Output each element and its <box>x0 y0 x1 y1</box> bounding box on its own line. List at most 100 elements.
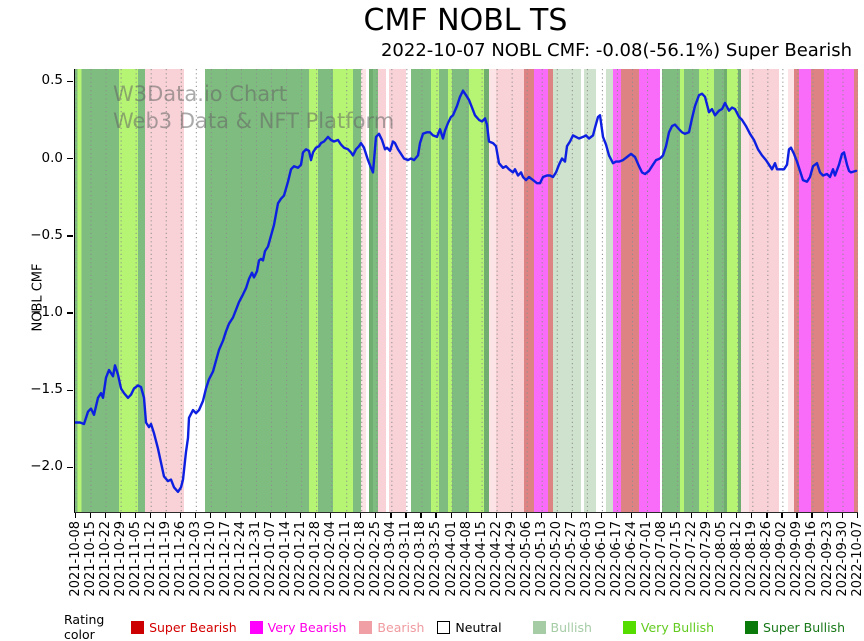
x-tick-label: 2022-03-18 <box>413 521 429 597</box>
x-tick-label: 2022-09-16 <box>804 521 820 597</box>
x-tick-mark <box>751 513 753 518</box>
plot-area: W3Data.io Chart Web3 Data & NFT Platform <box>74 69 858 513</box>
x-tick-mark <box>796 513 798 518</box>
legend-swatch-super-bullish <box>745 620 759 634</box>
y-tick-label: −1.5 <box>30 381 63 398</box>
x-tick-mark <box>600 513 603 518</box>
x-tick-label: 2022-03-25 <box>428 521 444 597</box>
x-tick-label: 2022-08-19 <box>744 521 760 597</box>
rating-band-super-bullish <box>318 69 333 512</box>
x-tick-mark <box>390 513 392 518</box>
x-tick-label: 2022-09-23 <box>819 521 835 597</box>
x-tick-label: 2022-08-26 <box>759 521 775 597</box>
rating-band-very-bullish <box>448 69 452 512</box>
chart-subtitle: 2022-10-07 NOBL CMF: -0.08(-56.1%) Super… <box>380 40 852 61</box>
x-tick-mark <box>585 513 588 518</box>
rating-band-super-bullish <box>373 69 378 512</box>
x-tick-label: 2022-01-07 <box>263 521 279 597</box>
legend-title: Rating color <box>64 612 105 641</box>
x-tick-label: 2022-02-18 <box>353 521 369 597</box>
x-tick-label: 2021-11-19 <box>157 521 173 597</box>
legend-swatch-neutral <box>437 620 451 634</box>
x-tick-mark <box>89 513 91 518</box>
legend-item-neutral: Neutral <box>437 619 502 635</box>
rating-band-super-bullish <box>81 69 119 512</box>
legend-item-very-bullish: Very Bullish <box>622 619 715 635</box>
x-tick-mark <box>495 513 497 518</box>
x-tick-label: 2022-05-06 <box>518 521 534 597</box>
x-tick-label: 2022-02-11 <box>338 521 354 597</box>
rating-band-bullish <box>553 69 581 512</box>
x-tick-label: 2022-04-29 <box>503 521 519 597</box>
x-tick-mark <box>480 513 482 518</box>
x-tick-label: 2022-05-27 <box>563 521 579 597</box>
rating-band-very-bullish <box>469 69 484 512</box>
rating-band-very-bullish <box>699 69 714 512</box>
x-tick-mark <box>360 513 362 518</box>
x-tick-label: 2022-01-21 <box>293 521 309 597</box>
x-tick-mark <box>841 513 843 518</box>
legend-label-neutral: Neutral <box>455 619 502 635</box>
x-tick-mark <box>721 513 723 518</box>
y-tick-label: −2.0 <box>30 458 63 475</box>
x-tick-mark <box>74 513 76 518</box>
x-tick-mark <box>540 513 542 518</box>
x-tick-mark <box>510 513 512 518</box>
x-tick-mark <box>691 513 693 518</box>
x-tick-label: 2022-06-03 <box>578 521 594 597</box>
x-tick-mark <box>254 513 257 518</box>
rating-band-super-bearish <box>621 69 639 512</box>
y-tick-mark <box>67 312 73 314</box>
x-tick-mark <box>465 513 467 518</box>
x-tick-mark <box>661 513 663 518</box>
rating-band-bearish-light <box>788 69 794 512</box>
x-tick-label: 2022-04-08 <box>458 521 474 597</box>
x-tick-label: 2022-06-17 <box>608 521 624 597</box>
x-tick-mark <box>420 513 422 518</box>
x-tick-mark <box>630 513 633 518</box>
x-tick-label: 2022-07-15 <box>669 521 685 597</box>
x-tick-label: 2022-02-04 <box>323 521 339 597</box>
y-axis-label: NOBL CMF <box>30 263 46 332</box>
x-tick-label: 2021-12-03 <box>187 521 203 597</box>
x-tick-label: 2022-09-30 <box>834 521 850 597</box>
rating-band-super-bullish-dark <box>724 69 727 512</box>
rating-band-very-bullish <box>77 69 82 512</box>
legend: Rating color Super Bearish Very Bearish Be… <box>64 612 858 641</box>
rating-band-super-bullish <box>452 69 469 512</box>
y-tick-label: −0.5 <box>30 226 63 243</box>
rating-band-very-bullish <box>431 69 439 512</box>
rating-band-bearish <box>145 69 184 512</box>
x-tick-mark <box>345 513 347 518</box>
y-tick-mark <box>67 466 73 469</box>
legend-label-very-bullish: Very Bullish <box>640 619 715 635</box>
x-tick-mark <box>104 513 106 518</box>
rating-band-neutral <box>779 69 788 512</box>
rating-band-very-bullish <box>333 69 353 512</box>
x-tick-label: 2022-02-25 <box>368 521 384 597</box>
x-tick-label: 2022-06-24 <box>623 521 639 597</box>
rating-band-super-bullish <box>439 69 448 512</box>
x-tick-label: 2022-03-11 <box>398 521 414 597</box>
rating-band-super-bullish-dark <box>369 69 373 512</box>
y-tick-mark <box>67 80 73 83</box>
rating-band-bearish-light <box>361 69 366 512</box>
x-tick-mark <box>555 513 557 518</box>
rating-band-super-bearish <box>854 69 858 512</box>
rating-band-neutral <box>366 69 369 512</box>
rating-band-super-bullish <box>714 69 724 512</box>
x-tick-label: 2022-09-09 <box>789 521 805 597</box>
rating-band-super-bullish-dark <box>738 69 741 512</box>
x-tick-label: 2021-11-05 <box>127 521 143 597</box>
x-tick-mark <box>315 513 317 518</box>
x-tick-label: 2022-07-08 <box>654 521 670 597</box>
rating-band-bearish <box>496 69 524 512</box>
rating-band-bearish <box>378 69 386 512</box>
rating-band-neutral <box>406 69 411 512</box>
legend-swatch-bullish <box>532 620 546 634</box>
rating-band-very-bearish <box>799 69 811 512</box>
x-tick-label: 2022-07-22 <box>684 521 700 597</box>
x-tick-mark <box>766 513 768 518</box>
x-tick-label: 2022-07-01 <box>639 521 655 597</box>
x-tick-mark <box>209 513 212 518</box>
